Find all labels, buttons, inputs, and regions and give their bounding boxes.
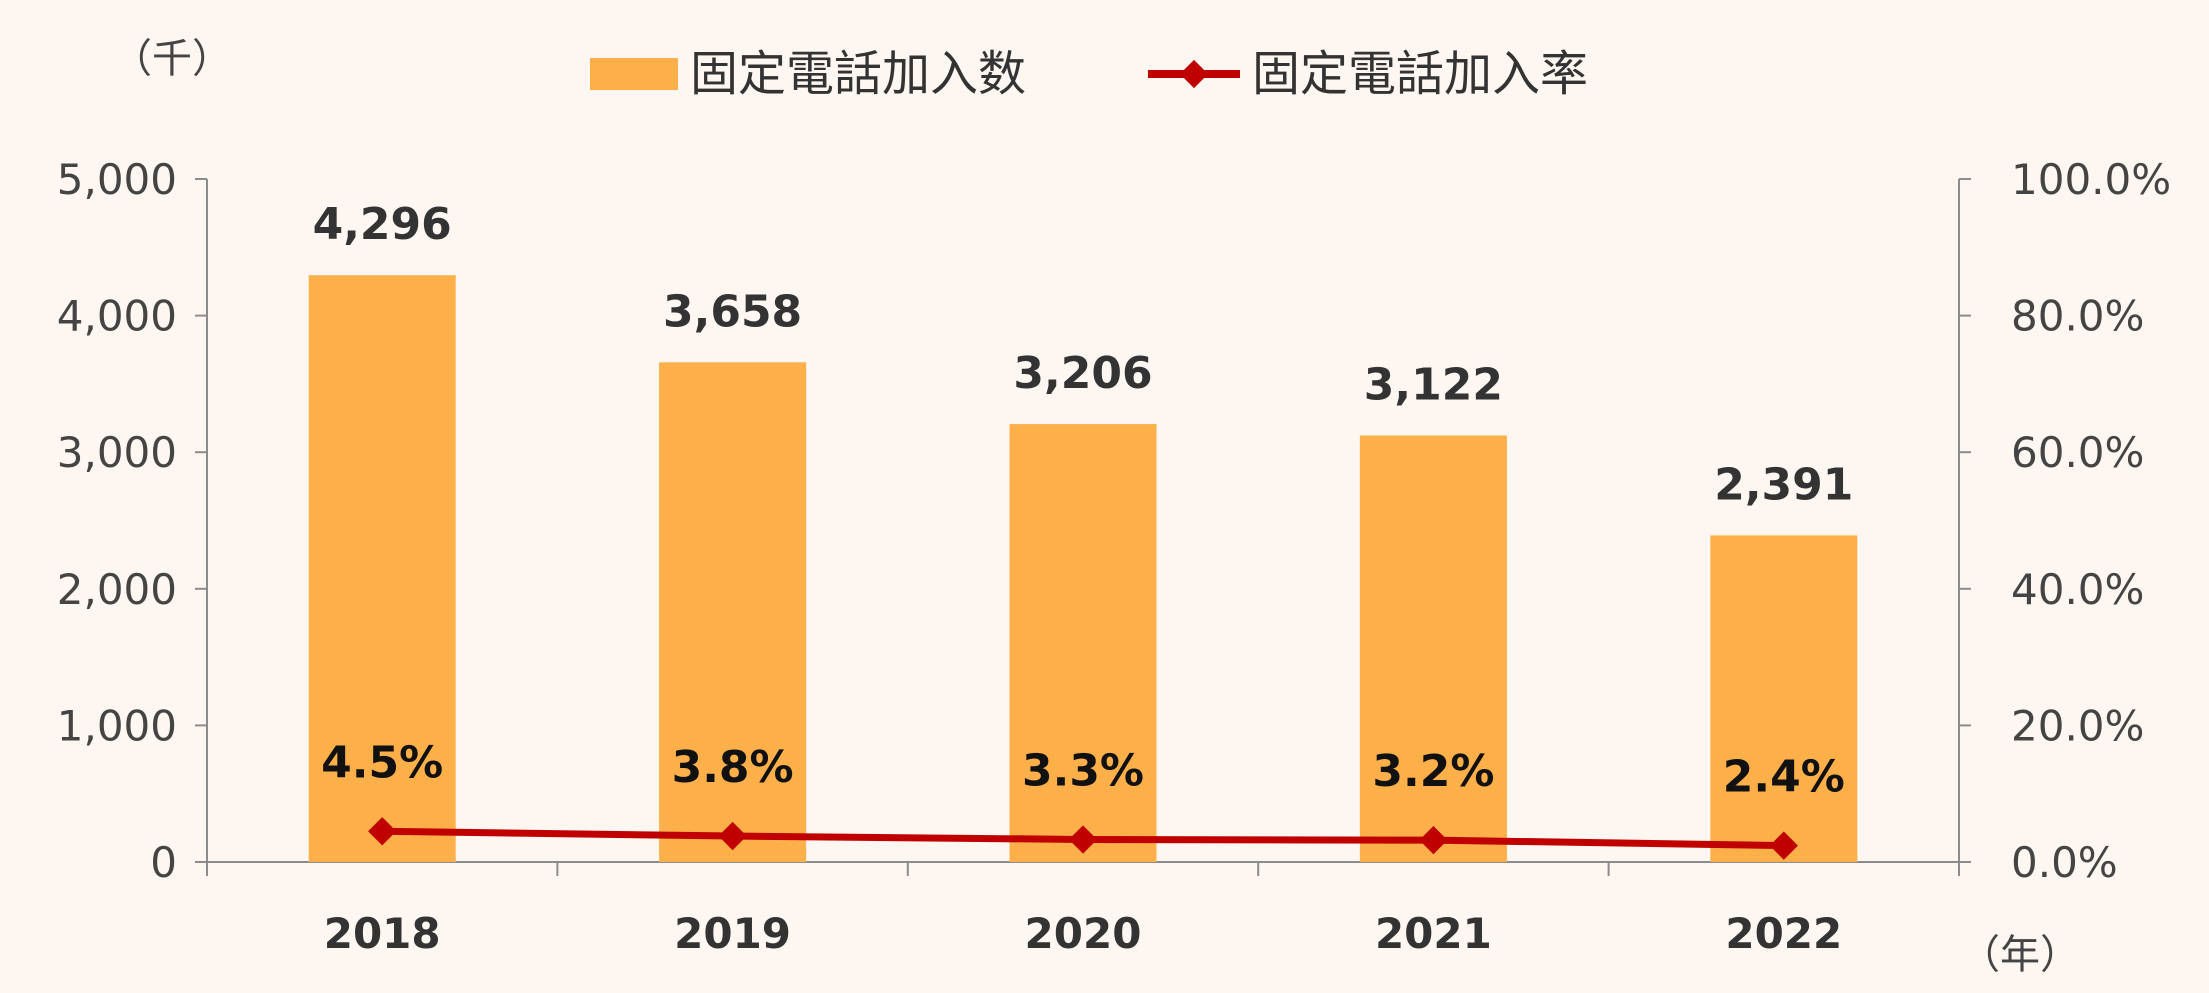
- bar-value-label: 4,296: [313, 199, 452, 250]
- bar-value-label: 3,658: [663, 286, 802, 337]
- rate-point-2019: [718, 821, 747, 851]
- legend-swatch-bar: [590, 58, 678, 90]
- data-labels: 4,296 3,658 3,206 3,122 2,391 4.5% 3.8% 3.3% 3.2…: [313, 199, 1854, 802]
- rate-value-label: 2.4%: [1723, 752, 1845, 803]
- rate-point-2021: [1419, 826, 1448, 855]
- rate-value-label: 3.8%: [672, 742, 794, 793]
- left-axis-tick-label: 1,000: [57, 701, 177, 750]
- legend-swatch-marker: [1179, 59, 1209, 89]
- left-axis-unit: （千）: [112, 36, 232, 82]
- bar-value-label: 3,122: [1364, 360, 1503, 411]
- rate-point-2018: [368, 817, 397, 846]
- left-axis-tick-label: 3,000: [57, 428, 177, 477]
- left-axis-tick-label: 2,000: [57, 565, 177, 614]
- bar-2020: [1009, 424, 1157, 862]
- x-axis-tick-label: 2018: [324, 909, 441, 958]
- right-axis-tick-label: 20.0%: [2011, 701, 2144, 750]
- bar-2019: [659, 362, 807, 862]
- left-axis-tick-label: 5,000: [57, 155, 177, 204]
- right-axis-tick-label: 100.0%: [2011, 155, 2171, 204]
- left-axis-tick-label: 0: [150, 838, 177, 887]
- legend-label-line: 固定電話加入率: [1252, 46, 1588, 102]
- rate-point-2022: [1769, 831, 1798, 860]
- x-axis-unit: （年）: [1960, 932, 2080, 978]
- bar-value-label: 2,391: [1714, 459, 1853, 510]
- legend-label-bar: 固定電話加入数: [690, 46, 1026, 102]
- x-axis-tick-label: 2020: [1025, 909, 1142, 958]
- right-axis-tick-label: 60.0%: [2011, 428, 2144, 477]
- right-axis-tick-label: 0.0%: [2011, 838, 2118, 887]
- bars: [308, 275, 1858, 863]
- bar-2021: [1359, 435, 1507, 862]
- left-axis-tick-label: 4,000: [57, 292, 177, 341]
- rate-value-label: 4.5%: [321, 737, 443, 788]
- rate-point-2020: [1068, 825, 1098, 854]
- rate-value-label: 3.2%: [1372, 746, 1494, 797]
- bar-2022: [1710, 535, 1858, 862]
- bar-2018: [308, 275, 456, 863]
- rate-line: [368, 817, 1798, 860]
- bar-value-label: 3,206: [1013, 348, 1152, 399]
- rate-value-label: 3.3%: [1022, 745, 1144, 796]
- right-axis-tick-label: 40.0%: [2011, 565, 2144, 614]
- legend: 固定電話加入数 固定電話加入率: [590, 46, 1588, 102]
- x-axis-tick-label: 2019: [674, 909, 791, 958]
- x-axis-tick-label: 2021: [1375, 909, 1492, 958]
- right-axis-tick-label: 80.0%: [2011, 292, 2144, 341]
- x-axis-tick-label: 2022: [1725, 909, 1842, 958]
